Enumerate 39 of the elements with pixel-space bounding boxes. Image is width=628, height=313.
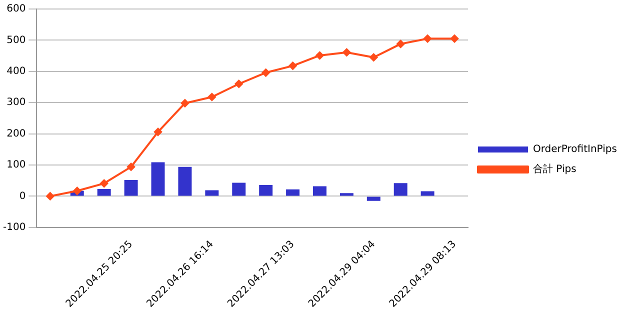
point	[288, 62, 297, 70]
y-tick-label: 400	[6, 66, 26, 77]
point	[127, 162, 136, 171]
legend-label: 合計 Pips	[533, 163, 576, 176]
y-tick-label: 100	[6, 160, 26, 171]
bar	[151, 162, 165, 196]
bar	[394, 183, 408, 196]
y-tick-label: -100	[2, 222, 26, 233]
point	[424, 34, 432, 43]
bar	[259, 184, 273, 196]
point	[396, 40, 405, 48]
y-tick-label: 0	[19, 190, 26, 202]
point	[450, 34, 459, 43]
point	[262, 68, 270, 77]
point	[342, 48, 351, 56]
point	[154, 128, 162, 136]
bar	[366, 196, 380, 201]
legend-label: OrderProfitInPips	[533, 144, 617, 156]
point	[180, 99, 189, 108]
bar	[286, 189, 300, 196]
bar	[340, 193, 354, 196]
y-tick-label: 600	[6, 4, 26, 15]
point	[370, 53, 378, 62]
point	[234, 80, 243, 88]
bar	[205, 190, 219, 196]
point	[46, 192, 54, 200]
bar	[313, 186, 326, 196]
point	[100, 179, 108, 188]
bar	[178, 166, 192, 196]
y-tick-label: 200	[6, 128, 26, 140]
point	[316, 51, 324, 60]
point	[73, 186, 82, 195]
bar	[232, 182, 246, 196]
point	[208, 92, 216, 101]
bar	[124, 180, 138, 196]
y-tick-label: 300	[6, 97, 26, 108]
bar	[97, 189, 111, 196]
bar	[420, 191, 434, 196]
y-tick-label: 500	[6, 34, 26, 46]
